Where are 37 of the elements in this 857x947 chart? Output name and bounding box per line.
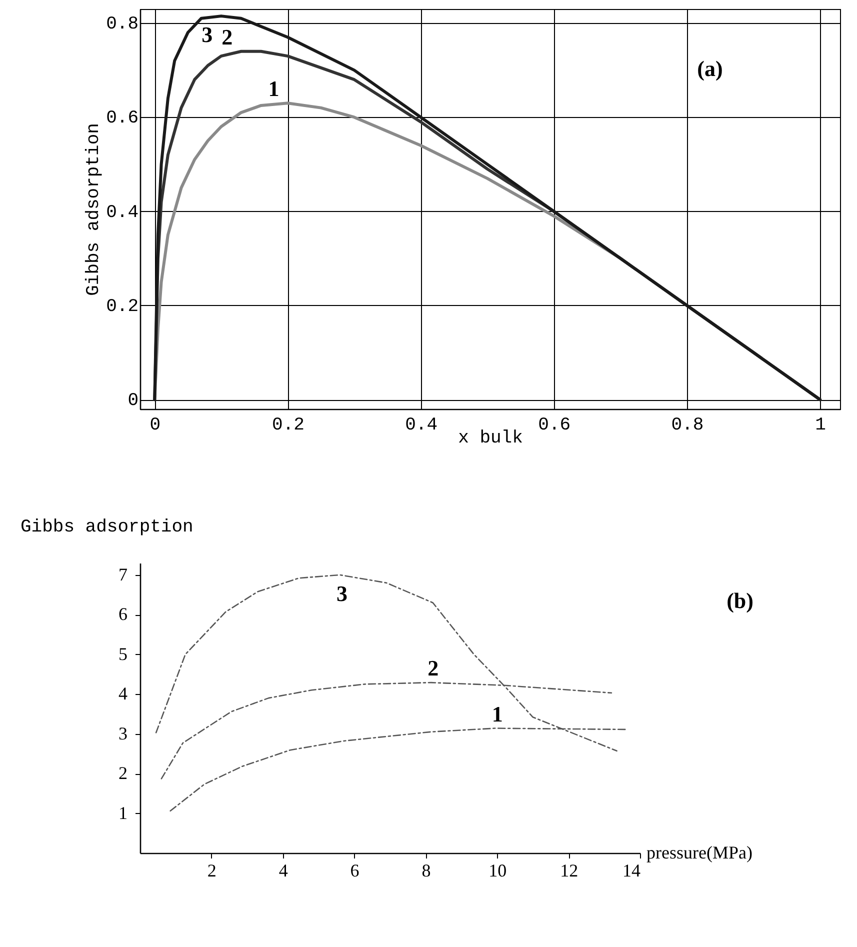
y-tick-label: 0.4 (106, 202, 138, 223)
y-tick-label: 2 (118, 763, 128, 784)
y-tick-label: 6 (118, 604, 128, 624)
series-label: 3 (202, 22, 213, 48)
x-tick-label: 1 (815, 416, 826, 436)
y-tick-label: 4 (118, 684, 128, 704)
x-tick-label: 8 (422, 860, 431, 880)
series-label: 2 (222, 24, 233, 50)
x-tick-label: 4 (278, 860, 288, 880)
y-tick-label: 1 (118, 802, 128, 823)
x-tick-label: 0 (150, 416, 161, 436)
y-tick-label: 7 (118, 564, 128, 584)
y-tick-label: 0 (128, 391, 138, 412)
y-axis-title: Gibbs adsorption (84, 123, 104, 296)
x-tick-label: 2 (207, 860, 216, 880)
x-tick-label: 14 (622, 860, 640, 880)
x-tick-label: 0.2 (272, 416, 304, 436)
y-tick-label: 0.2 (106, 296, 138, 317)
text: (b) (726, 588, 754, 613)
x-tick-label: 10 (488, 860, 507, 880)
x-tick-label: 6 (350, 860, 360, 880)
y-tick-label: 0.6 (106, 108, 138, 129)
x-tick-label: 12 (560, 860, 578, 880)
series-label: 1 (492, 701, 503, 726)
x-axis-title: pressure(MPa) (646, 842, 752, 862)
y-tick-label: 5 (118, 644, 128, 664)
x-tick-label: 0.4 (405, 416, 438, 436)
x-tick-label: 0.8 (671, 416, 704, 436)
series-label: 3 (336, 580, 348, 606)
y-tick-label: 0.8 (106, 14, 138, 35)
series-label: 1 (268, 76, 280, 102)
y-tick-label: 3 (118, 723, 128, 744)
x-tick-label: 0.6 (538, 416, 571, 436)
annotation: (a) (697, 56, 723, 81)
x-axis-title: x bulk (458, 428, 523, 448)
series-label: 2 (428, 656, 439, 681)
y-axis-title: Gibbs adsorption (20, 518, 194, 538)
